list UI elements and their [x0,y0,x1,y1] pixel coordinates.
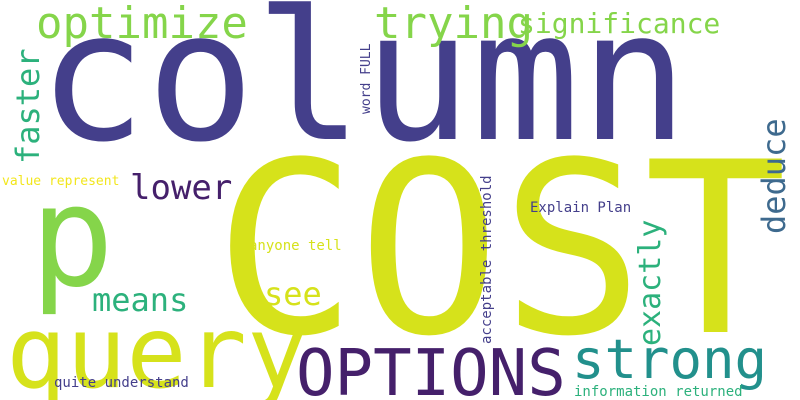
word-exactly: exactly [633,219,668,346]
word-quite-understand: quite understand [54,375,189,391]
word-trying: trying [374,0,533,49]
word-strong: strong [572,328,768,391]
word-explain-plan: Explain Plan [530,200,632,216]
word-column: column [38,0,689,182]
word-information-returned: information returned [574,384,743,400]
word-optimize: optimize [36,0,248,49]
word-value-represent: value represent [2,174,120,189]
word-acceptable-threshold: acceptable threshold [479,175,495,344]
word-query: query [6,294,308,400]
word-see: see [264,275,322,313]
word-lower: lower [130,168,233,208]
word-options: OPTIONS [296,337,566,400]
word-word-full: word FULL [359,43,374,114]
word-p: p [30,156,115,319]
word-deduce: deduce [755,118,793,234]
word-faster: faster [9,48,47,164]
word-means: means [92,281,189,319]
word-cost: COST [214,112,788,389]
word-anyone-tell: anyone tell [249,238,342,254]
word-significance: significance [518,7,721,40]
